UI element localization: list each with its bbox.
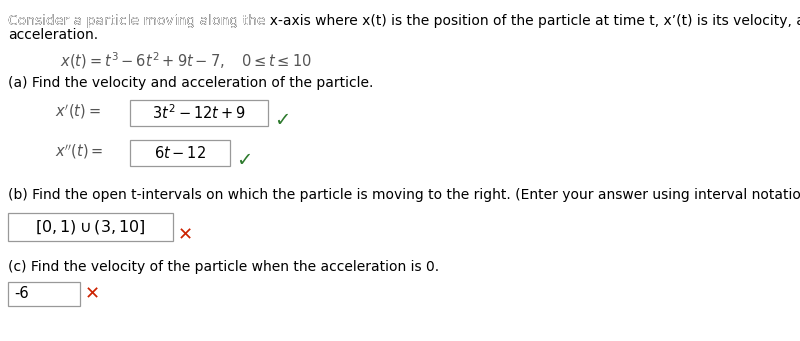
Text: $6t - 12$: $6t - 12$ — [154, 145, 206, 161]
Text: Consider a particle moving along the: Consider a particle moving along the — [8, 14, 619, 28]
FancyBboxPatch shape — [8, 282, 80, 306]
FancyBboxPatch shape — [130, 140, 230, 166]
Text: acceleration.: acceleration. — [8, 28, 98, 42]
FancyBboxPatch shape — [130, 100, 268, 126]
Text: -6: -6 — [14, 286, 29, 301]
Text: ✕: ✕ — [85, 285, 100, 303]
Text: $[0,1) \cup (3,10]$: $[0,1) \cup (3,10]$ — [35, 218, 146, 236]
Text: $x'(t) =$: $x'(t) =$ — [55, 103, 101, 121]
Text: ✓: ✓ — [236, 151, 252, 170]
Text: Consider a particle moving along the x-axis where x(t) is the position of the pa: Consider a particle moving along the x-a… — [8, 14, 800, 28]
Text: $x''(t) =$: $x''(t) =$ — [55, 143, 103, 161]
Text: ✕: ✕ — [178, 226, 193, 244]
Text: $x(t) = t^3 - 6t^2 + 9t - 7, \quad 0 \leq t \leq 10$: $x(t) = t^3 - 6t^2 + 9t - 7, \quad 0 \le… — [60, 50, 312, 71]
FancyBboxPatch shape — [8, 213, 173, 241]
Text: $3t^2 - 12t + 9$: $3t^2 - 12t + 9$ — [152, 104, 246, 122]
Text: (b) Find the open t-intervals on which the particle is moving to the right. (Ent: (b) Find the open t-intervals on which t… — [8, 188, 800, 202]
Text: ✓: ✓ — [274, 111, 290, 130]
Text: Consider a particle moving along the: Consider a particle moving along the — [8, 14, 270, 28]
Text: (c) Find the velocity of the particle when the acceleration is 0.: (c) Find the velocity of the particle wh… — [8, 260, 439, 274]
Text: (a) Find the velocity and acceleration of the particle.: (a) Find the velocity and acceleration o… — [8, 76, 374, 90]
